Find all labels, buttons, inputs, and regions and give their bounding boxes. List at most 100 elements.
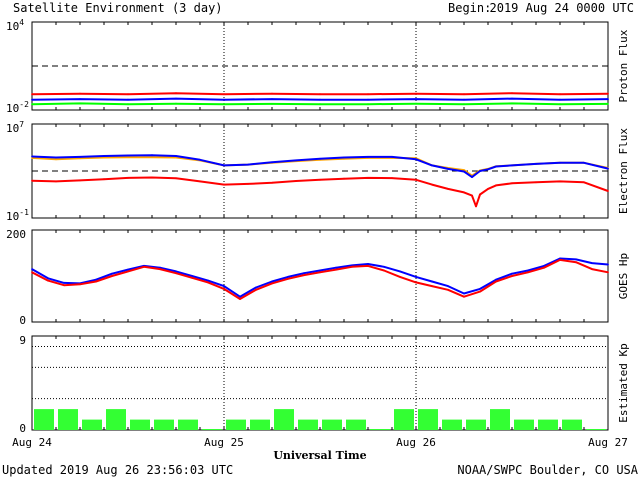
data-point-red: [223, 93, 225, 96]
data-point-red: [343, 177, 345, 180]
data-point-blue: [223, 164, 225, 167]
data-point-red: [223, 183, 225, 186]
x-tick-label: Aug 24: [12, 436, 52, 449]
data-point-blue: [287, 276, 289, 278]
data-point-blue: [127, 98, 129, 101]
x-tick-label: Aug 26: [396, 436, 436, 449]
data-point-blue: [559, 98, 561, 101]
data-point-blue: [31, 155, 33, 158]
data-point-red: [431, 285, 433, 287]
data-point-green: [559, 103, 561, 106]
data-point-green: [319, 103, 321, 106]
kp-bar: [250, 419, 270, 430]
data-point-red: [495, 280, 497, 283]
data-point-blue: [495, 278, 497, 281]
data-point-green: [223, 103, 225, 106]
data-point-red: [583, 181, 585, 184]
y-tick-label: 200: [6, 228, 26, 241]
y-tick-label: 10-2: [6, 100, 29, 115]
data-point-red: [79, 179, 81, 182]
data-point-green: [79, 102, 81, 105]
data-point-red: [303, 274, 305, 276]
data-point-red: [431, 183, 433, 186]
data-point-blue: [415, 98, 417, 100]
data-point-blue: [255, 286, 257, 289]
data-point-red: [399, 276, 401, 278]
data-point-green: [127, 103, 129, 106]
data-point-blue: [543, 265, 545, 267]
kp-bar: [586, 429, 606, 430]
data-point-red: [95, 280, 97, 283]
data-point-blue: [271, 98, 273, 100]
data-point-red: [127, 177, 129, 179]
data-point-blue: [495, 165, 497, 168]
y-tick-label: 10-1: [6, 208, 29, 223]
data-point-red: [79, 92, 81, 95]
data-point-red: [271, 181, 273, 184]
updated-timestamp: Updated 2019 Aug 26 23:56:03 UTC: [2, 463, 233, 477]
data-point-red: [31, 179, 33, 182]
data-point-red: [543, 266, 545, 269]
data-point-red: [319, 178, 321, 181]
data-point-green: [271, 103, 273, 105]
data-point-blue: [103, 155, 105, 157]
y-axis-title: Electron Flux: [617, 128, 630, 214]
data-point-blue: [463, 292, 465, 295]
y-axis-title: GOES Hp: [617, 253, 630, 299]
data-point-red: [527, 271, 529, 274]
data-point-green: [367, 103, 369, 106]
kp-bar: [34, 409, 54, 430]
data-point-red: [127, 270, 129, 273]
data-point-blue: [303, 272, 305, 275]
data-point-red: [191, 276, 193, 279]
data-point-blue: [535, 163, 537, 165]
data-point-blue: [55, 156, 57, 159]
data-point-orange: [127, 156, 129, 159]
panel-4: 9 0 Estimated Kp: [19, 334, 630, 435]
data-point-red: [127, 93, 129, 96]
kp-bar: [82, 419, 102, 430]
data-point-red: [559, 180, 561, 183]
kp-bar: [466, 419, 486, 430]
data-point-red: [607, 190, 609, 192]
data-point-blue: [511, 272, 513, 275]
kp-bar: [178, 419, 198, 430]
kp-bar: [370, 429, 390, 430]
kp-bar: [274, 409, 294, 430]
data-point-red: [159, 268, 161, 270]
y-axis-title: Estimated Kp: [617, 343, 630, 422]
data-point-red: [367, 265, 369, 267]
data-point-blue: [247, 163, 249, 166]
data-point-blue: [511, 164, 513, 167]
y-tick-label: 9: [19, 334, 26, 347]
data-point-blue: [511, 97, 513, 100]
data-point-red: [479, 193, 481, 196]
data-point-red: [247, 183, 249, 185]
data-point-red: [63, 284, 65, 287]
data-point-blue: [111, 272, 113, 275]
data-point-blue: [271, 280, 273, 283]
data-point-blue: [79, 98, 81, 100]
data-point-blue: [335, 266, 337, 269]
data-point-red: [31, 93, 33, 96]
data-point-red: [475, 205, 477, 208]
panel-frame: [31, 123, 609, 219]
data-point-blue: [575, 258, 577, 261]
data-point-blue: [79, 156, 81, 158]
data-point-red: [383, 269, 385, 272]
data-point-red: [295, 180, 297, 182]
data-point-red: [143, 265, 145, 268]
data-point-red: [199, 180, 201, 183]
data-point-blue: [191, 275, 193, 277]
data-point-blue: [367, 156, 369, 158]
data-point-red: [151, 176, 153, 179]
data-point-red: [415, 178, 417, 181]
data-point-blue: [31, 98, 33, 101]
data-point-red: [175, 272, 177, 275]
kp-bar: [106, 409, 126, 430]
data-point-red: [79, 283, 81, 286]
data-point-orange: [151, 156, 153, 159]
data-point-blue: [447, 168, 449, 170]
data-point-red: [31, 271, 33, 274]
